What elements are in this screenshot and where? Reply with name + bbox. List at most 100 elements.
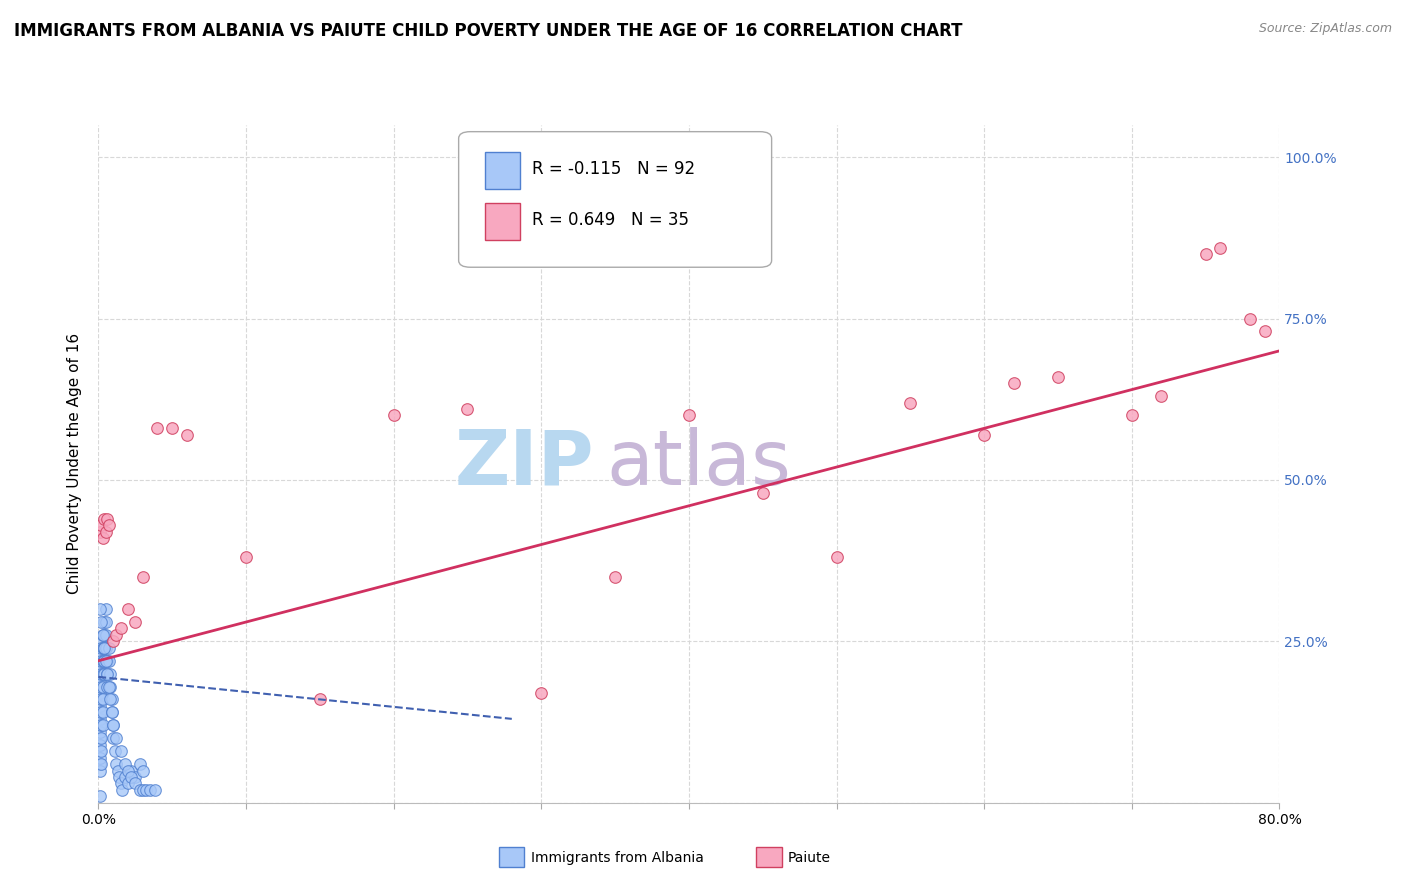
Point bbox=[89, 698, 111, 713]
Point bbox=[117, 602, 139, 616]
FancyBboxPatch shape bbox=[458, 132, 772, 268]
Text: R = 0.649   N = 35: R = 0.649 N = 35 bbox=[531, 211, 689, 228]
Point bbox=[89, 757, 111, 772]
Point bbox=[90, 518, 112, 533]
Point bbox=[110, 776, 132, 790]
Point bbox=[110, 744, 132, 758]
Point bbox=[96, 680, 118, 694]
Point bbox=[124, 615, 146, 629]
Point bbox=[91, 666, 114, 681]
Point bbox=[104, 744, 127, 758]
Point bbox=[93, 640, 115, 655]
Point bbox=[90, 757, 112, 772]
Point bbox=[93, 512, 115, 526]
Point bbox=[89, 680, 111, 694]
Text: Paiute: Paiute bbox=[787, 851, 831, 865]
Point bbox=[96, 512, 118, 526]
Point bbox=[89, 673, 111, 687]
Point bbox=[100, 692, 122, 706]
Point bbox=[97, 654, 120, 668]
Point bbox=[176, 427, 198, 442]
Point bbox=[309, 692, 332, 706]
Point bbox=[90, 654, 112, 668]
Point bbox=[110, 622, 132, 636]
Point bbox=[90, 692, 112, 706]
Point bbox=[678, 409, 700, 423]
Point bbox=[89, 648, 111, 662]
Point bbox=[91, 640, 114, 655]
Point bbox=[96, 654, 118, 668]
Bar bbox=[485, 152, 520, 189]
Point bbox=[105, 628, 128, 642]
Point bbox=[94, 654, 117, 668]
Point bbox=[235, 550, 257, 565]
Point bbox=[89, 706, 111, 720]
Point bbox=[900, 395, 922, 409]
Point bbox=[162, 421, 183, 435]
Point bbox=[120, 770, 142, 784]
Point bbox=[89, 654, 111, 668]
Point bbox=[91, 692, 114, 706]
Point bbox=[146, 421, 169, 435]
Point bbox=[100, 706, 122, 720]
Point bbox=[90, 615, 112, 629]
Point bbox=[103, 634, 125, 648]
Point bbox=[139, 783, 162, 797]
Point bbox=[94, 640, 117, 655]
Point bbox=[89, 712, 111, 726]
Point bbox=[124, 776, 146, 790]
Point bbox=[1195, 247, 1218, 261]
Point bbox=[825, 550, 848, 565]
Point bbox=[93, 666, 115, 681]
Point bbox=[132, 570, 155, 584]
Point bbox=[93, 640, 115, 655]
Point bbox=[114, 757, 136, 772]
Point bbox=[1254, 325, 1277, 339]
Point bbox=[91, 680, 114, 694]
Bar bbox=[485, 202, 520, 240]
Point bbox=[98, 666, 121, 681]
Point bbox=[103, 731, 125, 746]
Point bbox=[107, 764, 129, 778]
Point bbox=[117, 764, 139, 778]
Point bbox=[1209, 241, 1232, 255]
Text: R = -0.115   N = 92: R = -0.115 N = 92 bbox=[531, 160, 695, 178]
Point bbox=[124, 770, 146, 784]
Point bbox=[382, 409, 405, 423]
Point bbox=[114, 770, 136, 784]
Point bbox=[89, 524, 111, 539]
Point bbox=[91, 628, 114, 642]
Point bbox=[93, 628, 115, 642]
Point bbox=[98, 680, 121, 694]
Point bbox=[1046, 369, 1069, 384]
Y-axis label: Child Poverty Under the Age of 16: Child Poverty Under the Age of 16 bbox=[67, 334, 83, 594]
Point bbox=[94, 615, 117, 629]
Point bbox=[143, 783, 166, 797]
Point bbox=[89, 602, 111, 616]
Point bbox=[91, 718, 114, 732]
Point bbox=[98, 692, 121, 706]
Point bbox=[89, 789, 111, 804]
Point bbox=[100, 706, 122, 720]
Point bbox=[90, 706, 112, 720]
Point bbox=[128, 783, 150, 797]
Point bbox=[120, 764, 142, 778]
Point bbox=[91, 706, 114, 720]
Point bbox=[605, 570, 627, 584]
Text: atlas: atlas bbox=[606, 427, 792, 500]
Point bbox=[90, 680, 112, 694]
Point bbox=[89, 692, 111, 706]
Text: ZIP: ZIP bbox=[456, 427, 595, 500]
Point bbox=[1121, 409, 1143, 423]
Point bbox=[135, 783, 157, 797]
Point bbox=[89, 718, 111, 732]
Point bbox=[751, 486, 773, 500]
Point bbox=[105, 731, 128, 746]
Point bbox=[103, 718, 125, 732]
Point bbox=[96, 666, 118, 681]
Point bbox=[530, 686, 553, 700]
Point bbox=[93, 615, 115, 629]
Point bbox=[90, 666, 112, 681]
Point bbox=[94, 524, 117, 539]
Point bbox=[91, 531, 114, 545]
